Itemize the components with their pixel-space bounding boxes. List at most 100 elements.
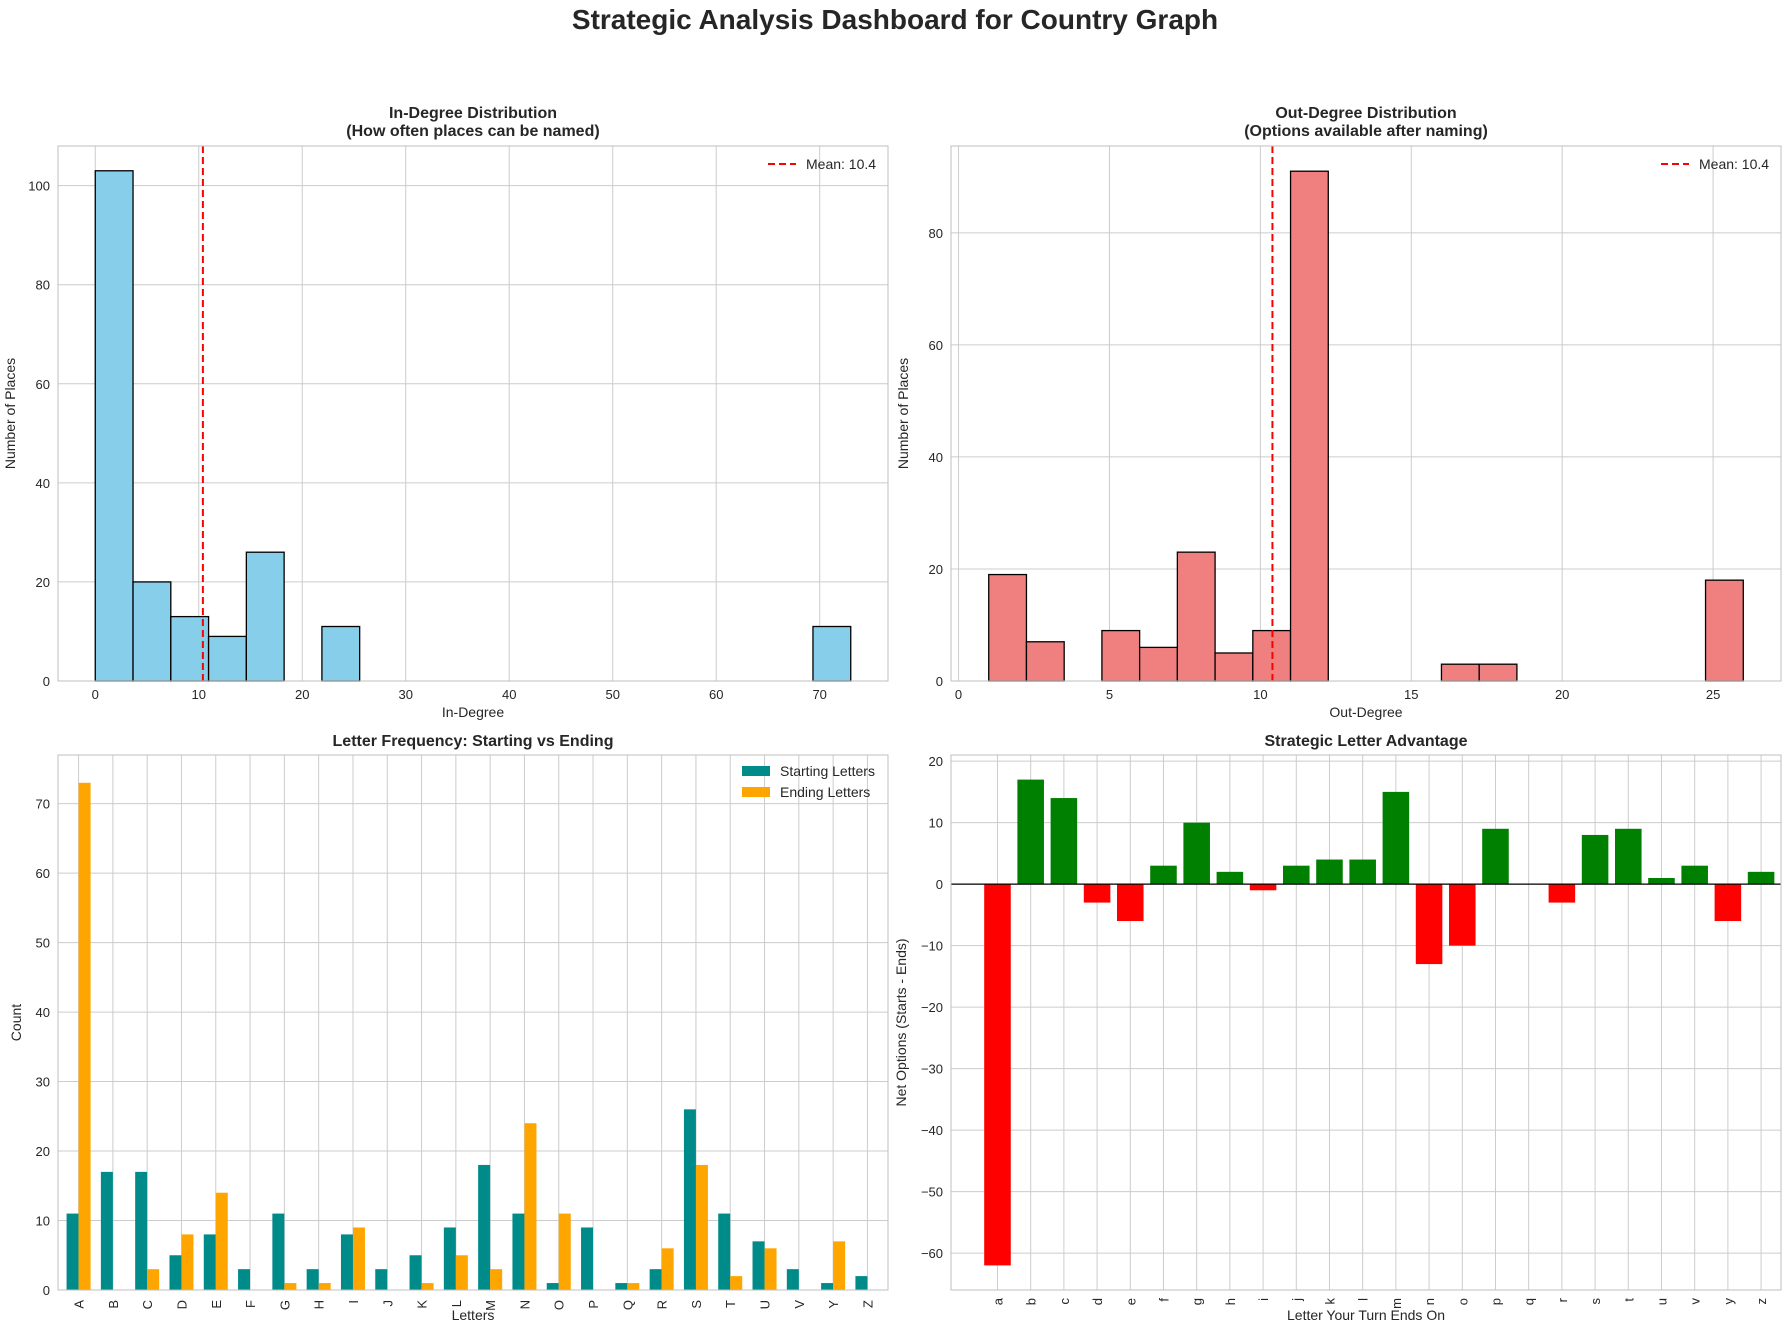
advantage-bar-positive xyxy=(1648,877,1675,885)
x-tick-label: C xyxy=(140,1300,155,1309)
starting-letter-bar xyxy=(581,1227,594,1290)
starting-letter-bar xyxy=(512,1213,525,1290)
x-tick-label: M xyxy=(483,1300,498,1311)
y-axis-label-0: Number of Places xyxy=(2,358,18,469)
legend-label: Starting Letters xyxy=(780,763,875,779)
ending-letter-bar xyxy=(695,1164,708,1290)
x-tick-label: y xyxy=(1721,1298,1736,1305)
x-tick-label: 60 xyxy=(709,687,723,702)
y-tick-label: 50 xyxy=(36,936,50,951)
starting-letter-bar xyxy=(649,1269,662,1290)
ending-letter-bar xyxy=(730,1276,743,1290)
x-tick-label: R xyxy=(655,1300,670,1309)
advantage-bar-positive xyxy=(1482,828,1509,885)
ending-letter-bar xyxy=(215,1192,228,1290)
y-axis-label-3: Net Options (Starts - Ends) xyxy=(893,938,909,1106)
y-tick-label: 60 xyxy=(929,338,943,353)
starting-letter-bar xyxy=(135,1171,148,1290)
ending-letter-bar xyxy=(558,1213,571,1290)
ending-letter-bar xyxy=(318,1283,331,1290)
y-tick-label: 0 xyxy=(43,1283,50,1298)
x-tick-label: U xyxy=(758,1300,773,1309)
x-tick-label: h xyxy=(1223,1298,1238,1305)
x-tick-label: i xyxy=(1256,1298,1271,1301)
advantage-bar-negative xyxy=(1249,884,1277,891)
y-tick-label: −10 xyxy=(921,939,943,954)
y-tick-label: −40 xyxy=(921,1123,943,1138)
x-tick-label: l xyxy=(1356,1298,1371,1301)
x-tick-label: 40 xyxy=(502,687,516,702)
x-tick-label: t xyxy=(1621,1298,1636,1302)
x-tick-label: Z xyxy=(860,1300,875,1308)
y-tick-label: 40 xyxy=(36,476,50,491)
panel-title-0: In-Degree Distribution xyxy=(389,105,557,122)
x-tick-label: B xyxy=(106,1300,121,1309)
advantage-bar-negative xyxy=(1117,884,1144,922)
advantage-bar-positive xyxy=(1017,779,1044,885)
ending-letter-bar xyxy=(764,1248,777,1290)
x-tick-label: q xyxy=(1522,1298,1537,1305)
panel-subtitle-0: (How often places can be named) xyxy=(346,123,599,140)
starting-letter-bar xyxy=(66,1213,79,1290)
advantage-bar-positive xyxy=(1581,834,1609,885)
y-tick-label: 30 xyxy=(36,1075,50,1090)
x-tick-label: 20 xyxy=(1555,687,1569,702)
x-tick-label: 5 xyxy=(1106,687,1113,702)
advantage-bar-negative xyxy=(1548,884,1576,903)
starting-letter-bar xyxy=(409,1255,422,1290)
histogram-bar xyxy=(1704,579,1744,682)
x-tick-label: 10 xyxy=(1253,687,1267,702)
x-tick-label: E xyxy=(209,1300,224,1309)
x-tick-label: 20 xyxy=(295,687,309,702)
starting-letter-bar xyxy=(272,1213,285,1290)
x-tick-label: Y xyxy=(826,1300,841,1309)
y-tick-label: −50 xyxy=(921,1185,943,1200)
starting-letter-bar xyxy=(615,1283,628,1290)
y-tick-label: 80 xyxy=(929,226,943,241)
plot-frame xyxy=(57,145,889,682)
histogram-bar xyxy=(1101,629,1141,682)
x-tick-label: b xyxy=(1024,1298,1039,1305)
x-tick-label: 15 xyxy=(1404,687,1418,702)
y-tick-label: 20 xyxy=(929,562,943,577)
x-tick-label: I xyxy=(346,1300,361,1304)
y-tick-label: 0 xyxy=(936,674,943,689)
x-tick-label: L xyxy=(449,1300,464,1307)
starting-letter-bar xyxy=(855,1276,868,1290)
advantage-bar-negative xyxy=(1083,884,1111,903)
x-tick-label: Q xyxy=(620,1300,635,1310)
x-tick-label: 0 xyxy=(92,687,99,702)
y-axis-label-1: Number of Places xyxy=(895,358,911,469)
ending-letter-bar xyxy=(284,1283,297,1290)
histogram-bar xyxy=(1289,170,1329,682)
starting-letter-bar xyxy=(821,1283,834,1290)
x-tick-label: 70 xyxy=(812,687,826,702)
y-tick-label: 60 xyxy=(36,377,50,392)
histogram-bar xyxy=(812,625,852,682)
ending-letter-bar xyxy=(181,1234,194,1290)
ending-letter-bar xyxy=(147,1269,160,1290)
starting-letter-bar xyxy=(238,1269,251,1290)
y-tick-label: 80 xyxy=(36,278,50,293)
panel-title-3: Strategic Letter Advantage xyxy=(1264,733,1467,750)
y-tick-label: 20 xyxy=(36,575,50,590)
y-tick-label: 20 xyxy=(929,754,943,769)
x-tick-label: 0 xyxy=(955,687,962,702)
x-tick-label: e xyxy=(1123,1298,1138,1305)
x-tick-label: A xyxy=(72,1300,87,1309)
y-tick-label: 10 xyxy=(36,1214,50,1229)
ending-letter-bar xyxy=(455,1255,468,1290)
histogram-bar xyxy=(1176,551,1216,682)
starting-letter-bar xyxy=(203,1234,216,1290)
x-tick-label: r xyxy=(1555,1297,1570,1302)
starting-letter-bar xyxy=(375,1269,388,1290)
y-tick-label: 60 xyxy=(36,866,50,881)
y-tick-label: 20 xyxy=(36,1144,50,1159)
y-tick-label: −60 xyxy=(921,1246,943,1261)
x-tick-label: j xyxy=(1289,1298,1304,1302)
advantage-bar-positive xyxy=(1349,859,1376,885)
x-tick-label: T xyxy=(723,1300,738,1308)
ending-letter-bar xyxy=(352,1227,365,1290)
x-tick-label: N xyxy=(517,1300,532,1309)
x-tick-label: o xyxy=(1455,1298,1470,1305)
